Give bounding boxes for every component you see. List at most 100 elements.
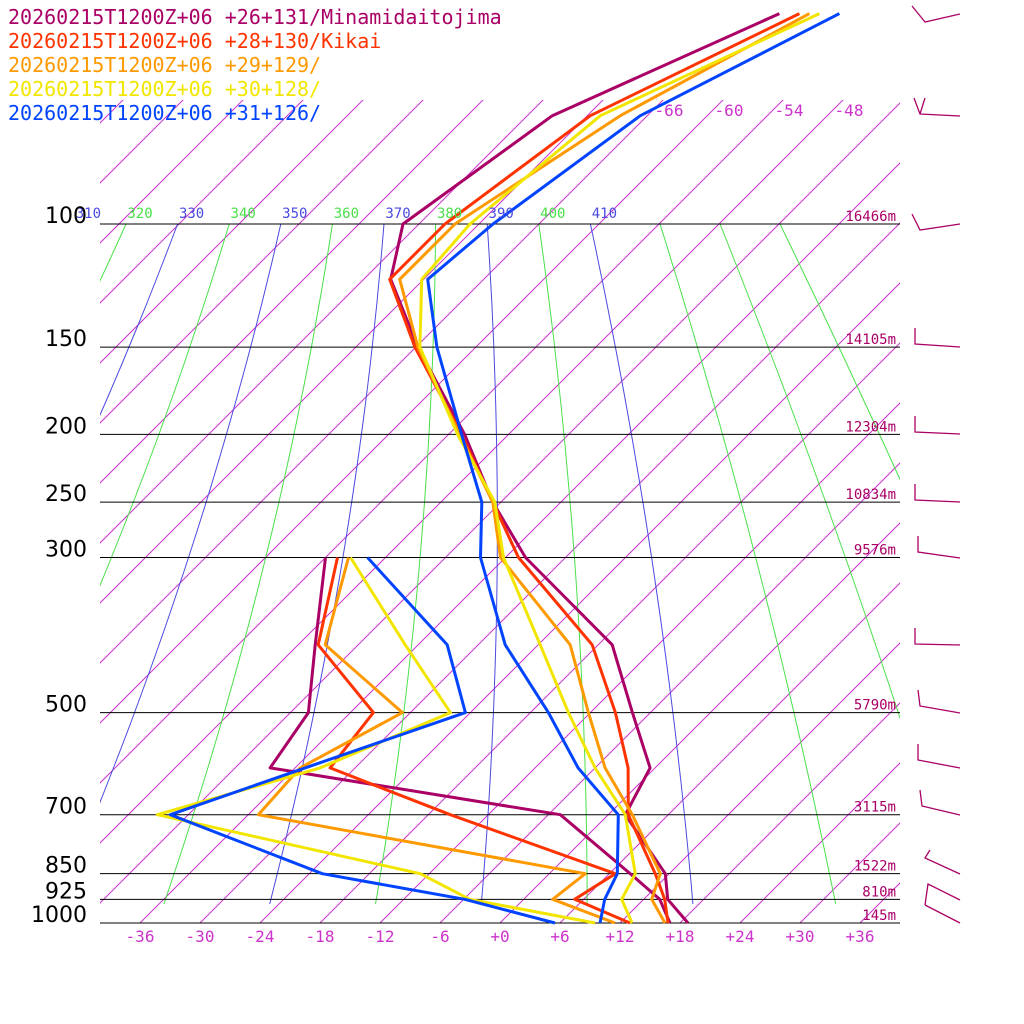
height-label: 3115m: [854, 800, 896, 816]
wind-barb: [914, 328, 961, 348]
y-tick-label: 250: [45, 482, 87, 507]
x-tick-label: -18: [306, 927, 335, 946]
isotherm: [319, 342, 900, 923]
isotherm: [379, 402, 900, 923]
height-label: 10834m: [845, 487, 896, 503]
profiles: [155, 12, 841, 925]
isotherm: [100, 102, 900, 904]
wind-barb: [917, 744, 961, 769]
wind-barb: [911, 213, 961, 231]
y-tick-label: 925: [45, 879, 87, 904]
isentrope: [538, 224, 588, 904]
y-tick-label: 1000: [31, 903, 87, 928]
dewpoint-line: [316, 557, 631, 925]
isentrope-label: 330: [179, 206, 204, 222]
isotherm: [559, 582, 900, 923]
y-tick-label: 700: [45, 795, 87, 820]
isotherm: [679, 702, 900, 923]
temperature-line: [398, 12, 811, 924]
height-label: 14105m: [845, 332, 896, 348]
isentrope-label: 380: [437, 206, 462, 222]
dewpoint-line: [268, 557, 672, 924]
legend-entry: 20260215T1200Z+06 +30+128/: [8, 77, 321, 101]
isentrope-label: 370: [385, 206, 410, 222]
x-tick-label: +6: [550, 927, 569, 946]
isentrope: [659, 224, 837, 905]
isotherm-label: -66: [655, 101, 684, 120]
legend-entry: 20260215T1200Z+06 +28+130/Kikai: [8, 29, 381, 53]
x-tick-label: +12: [606, 927, 635, 946]
isotherm: [199, 222, 900, 923]
isentrope-label: 360: [334, 206, 359, 222]
wind-barb: [919, 97, 926, 115]
x-tick-label: +0: [490, 927, 509, 946]
temperature-line: [418, 12, 821, 924]
wind-barb: [924, 904, 961, 924]
isotherm: [920, 23, 1024, 923]
x-tick-label: -6: [430, 927, 449, 946]
wind-barb: [917, 536, 961, 559]
isentrope: [100, 224, 282, 804]
isentrope-label: 400: [540, 206, 565, 222]
isotherm: [799, 822, 900, 923]
isentrope-label: 390: [489, 206, 514, 222]
dewpoint-line: [168, 556, 556, 925]
isentrope: [719, 224, 900, 720]
y-tick-label: 150: [45, 327, 87, 352]
y-tick-label: 500: [45, 693, 87, 718]
isentrope-label: 350: [282, 206, 307, 222]
isentrope: [480, 224, 498, 905]
legend-entry: 20260215T1200Z+06 +29+129/: [8, 53, 321, 77]
dewpoint-line: [256, 557, 616, 925]
wind-barb: [919, 789, 961, 816]
wind-barbs: [911, 5, 961, 924]
x-tick-label: -12: [366, 927, 395, 946]
isotherm: [100, 100, 484, 484]
dewpoint-line: [155, 556, 596, 925]
isotherm: [439, 462, 900, 923]
wind-barb: [914, 484, 961, 503]
wind-barb: [924, 849, 961, 875]
y-tick-label: 300: [45, 538, 87, 563]
isotherm: [100, 100, 184, 184]
legend-entry: 20260215T1200Z+06 +31+126/: [8, 101, 321, 125]
isotherm: [100, 100, 844, 844]
legend-entry: 20260215T1200Z+06 +26+131/Minamidaitojim…: [8, 5, 502, 29]
isotherm-label: -54: [775, 101, 804, 120]
x-tick-label: -30: [186, 927, 215, 946]
isentrope: [269, 224, 385, 905]
isotherm: [259, 282, 900, 923]
temperature-line: [389, 12, 781, 924]
isentrope-label: 320: [127, 206, 152, 222]
temperature-line: [388, 12, 801, 924]
y-tick-label: 200: [45, 414, 87, 439]
x-tick-label: -36: [126, 927, 155, 946]
isotherm-label: -60: [715, 101, 744, 120]
isotherms: [0, 23, 1024, 923]
isentrope: [589, 224, 694, 905]
x-tick-label: +24: [726, 927, 755, 946]
axes: [100, 223, 900, 924]
x-tick-label: +18: [666, 927, 695, 946]
height-label: 12304m: [845, 419, 896, 435]
temperature-line: [426, 12, 841, 924]
x-tick-label: -24: [246, 927, 275, 946]
isotherm: [739, 762, 900, 923]
isotherm: [619, 642, 900, 923]
y-tick-label: 100: [45, 204, 87, 229]
isotherm: [859, 882, 900, 923]
height-label: 145m: [862, 908, 896, 924]
isotherm: [100, 100, 724, 724]
isotherm: [100, 100, 784, 784]
isotherm: [499, 522, 900, 923]
x-tick-label: +36: [846, 927, 875, 946]
wind-barb: [911, 5, 961, 23]
isotherm: [0, 23, 80, 923]
isotherm: [100, 100, 664, 664]
isentrope: [100, 224, 179, 417]
isentrope-label: 310: [76, 206, 101, 222]
wind-barb: [924, 883, 961, 906]
wind-barb: [914, 628, 961, 646]
isentrope-label: 410: [592, 206, 617, 222]
